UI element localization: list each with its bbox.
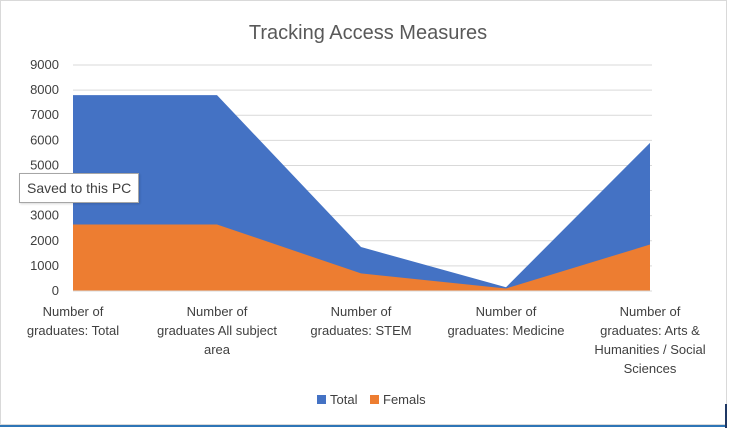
y-tick-label: 0 <box>52 283 59 298</box>
series-areas <box>73 95 650 291</box>
x-category-label: Number of graduates: Total <box>27 304 119 338</box>
y-tick-label: 5000 <box>30 157 59 172</box>
x-category-label: Number of graduates: STEM <box>310 304 411 338</box>
y-tick-label: 2000 <box>30 233 59 248</box>
saved-status-tooltip: Saved to this PC <box>19 173 140 203</box>
chart-title: Tracking Access Measures <box>249 22 487 44</box>
x-category-label: Number of graduates: Medicine <box>447 304 564 338</box>
legend-label-femals: Femals <box>383 392 426 407</box>
y-tick-label: 1000 <box>30 258 59 273</box>
y-tick-label: 6000 <box>30 132 59 147</box>
legend-label-total: Total <box>330 392 358 407</box>
y-tick-label: 9000 <box>30 57 59 72</box>
y-tick-label: 3000 <box>30 208 59 223</box>
x-category-label: Number of graduates All subject area <box>157 304 277 357</box>
area-femals <box>73 224 650 291</box>
y-axis-ticks: 0100020003000400050006000700080009000 <box>30 57 59 298</box>
legend[interactable]: Total Femals <box>317 392 426 407</box>
y-tick-label: 7000 <box>30 107 59 122</box>
legend-swatch-femals <box>370 395 379 404</box>
window-bottom-border <box>0 425 726 427</box>
x-category-label: Number of graduates: Arts & Humanities / S… <box>594 304 705 376</box>
y-tick-label: 8000 <box>30 82 59 97</box>
resize-edge-marker <box>725 404 727 428</box>
x-axis-categories: Number of graduates: Total Number of gradua… <box>27 304 706 376</box>
legend-swatch-total <box>317 395 326 404</box>
